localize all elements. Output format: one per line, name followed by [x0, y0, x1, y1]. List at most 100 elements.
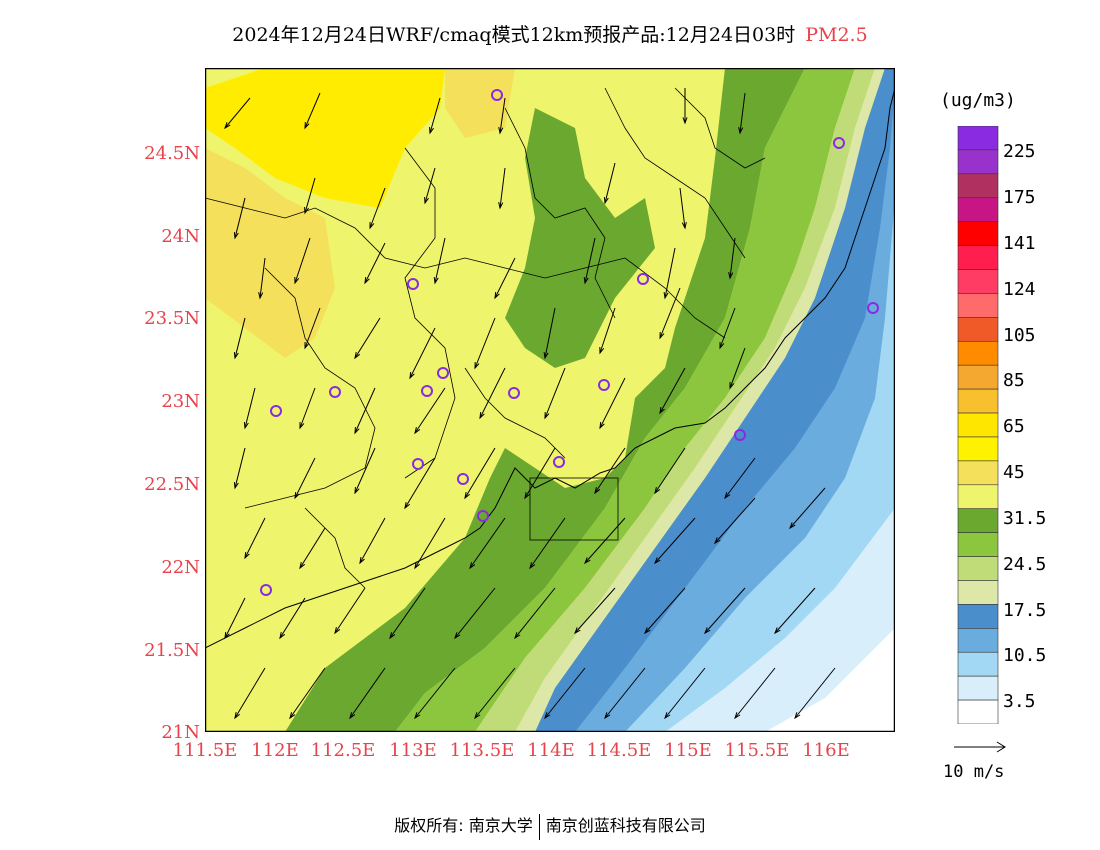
wind-arrow-head	[299, 562, 306, 570]
pollutant-label: PM2.5	[805, 24, 868, 46]
legend-swatch	[957, 675, 999, 701]
wind-arrow-head	[644, 627, 651, 635]
legend-label-124: 124	[1003, 279, 1036, 300]
title-main: 2024年12月24日WRF/cmaq模式12km预报产品:12月24日03时	[232, 24, 796, 46]
wind-arrow-head	[529, 562, 536, 570]
wind-arrow	[789, 487, 826, 529]
wind-arrow	[224, 97, 251, 129]
station-marker	[833, 137, 845, 149]
wind-arrow	[304, 92, 321, 129]
station-marker	[437, 367, 449, 379]
wind-arrow-head	[244, 551, 250, 560]
wind-arrow	[664, 667, 706, 719]
wind-arrow-head	[479, 411, 485, 420]
wind-arrow-head	[279, 632, 286, 640]
wind-arrow-head	[704, 627, 711, 635]
wind-arrow	[599, 377, 626, 429]
legend-swatch	[957, 556, 999, 581]
wind-arrow	[499, 167, 506, 209]
admin-boundaries	[205, 87, 766, 589]
wind-arrow	[644, 587, 686, 634]
lat-label-24n: 24N	[161, 226, 200, 247]
legend-swatch	[957, 699, 999, 724]
wind-arrow	[389, 587, 426, 639]
legend-label-10-5: 10.5	[1003, 645, 1047, 666]
lat-label-21n: 21N	[161, 722, 200, 743]
legend-swatch	[957, 508, 999, 533]
legend-label-45: 45	[1003, 462, 1025, 483]
wind-arrow-head	[543, 351, 549, 360]
wind-arrow	[414, 667, 456, 719]
legend-label-24-5: 24.5	[1003, 554, 1047, 575]
wind-arrow	[349, 667, 386, 719]
station-marker	[329, 386, 341, 398]
footer-copyright: 版权所有: 南京大学 南京创蓝科技有限公司	[0, 812, 1100, 840]
wind-arrow-head	[714, 537, 721, 545]
legend-swatch	[957, 388, 999, 414]
wind-arrow-head	[599, 421, 605, 430]
wind-arrow-head	[294, 276, 300, 285]
legend-swatch	[957, 412, 999, 438]
wind-arrow	[469, 517, 506, 569]
lon-label-112-5e: 112.5E	[310, 740, 376, 761]
concentration-band-65-85	[205, 68, 445, 208]
wind-arrow	[774, 587, 816, 634]
wind-arrow	[584, 517, 626, 564]
wind-arrow	[259, 257, 266, 299]
concentration-band-31-45-inland	[505, 108, 655, 368]
wind-arrow-head	[659, 331, 665, 340]
wind-arrow-head	[224, 122, 231, 130]
chart-title: 2024年12月24日WRF/cmaq模式12km预报产品:12月24日03时 P…	[0, 20, 1100, 47]
legend-swatch	[957, 197, 999, 222]
station-marker	[457, 473, 469, 485]
wind-arrow-head	[359, 556, 365, 565]
wind-arrow	[659, 287, 681, 339]
wind-arrow	[664, 247, 676, 299]
wind-arrow	[604, 667, 646, 719]
wind-arrow-head	[724, 492, 731, 500]
station-marker	[421, 385, 433, 397]
wind-arrow-head	[414, 712, 421, 720]
wind-arrow-head	[514, 632, 521, 640]
wind-arrow	[414, 387, 446, 434]
wind-arrow-head	[584, 557, 591, 565]
wind-arrow-head	[494, 291, 500, 300]
lon-label-112e: 112E	[251, 740, 299, 761]
wind-arrow-head	[469, 562, 476, 570]
wind-arrow-head	[354, 352, 361, 360]
legend-swatch	[957, 269, 999, 294]
wind-arrow	[474, 667, 516, 719]
legend-label-17-5: 17.5	[1003, 600, 1047, 621]
wind-arrow-head	[424, 196, 429, 205]
lon-label-113-5e: 113.5E	[449, 740, 515, 761]
wind-arrow	[594, 447, 626, 494]
wind-arrow	[524, 447, 556, 499]
lon-label-113e: 113E	[389, 740, 437, 761]
wind-arrow	[299, 387, 316, 429]
wind-arrow-head	[464, 492, 470, 500]
station-marker	[598, 379, 610, 391]
wind-vectors	[224, 88, 836, 720]
wind-arrow	[529, 517, 566, 569]
legend-label-65: 65	[1003, 416, 1025, 437]
wind-arrow	[654, 447, 686, 494]
wind-arrow-head	[664, 712, 671, 720]
wind-arrow-head	[233, 231, 239, 240]
wind-arrow-head	[364, 276, 370, 285]
wind-arrow-head	[734, 712, 741, 720]
wind-arrow-head	[728, 272, 734, 280]
legend-swatch	[957, 436, 999, 462]
station-marker	[553, 456, 565, 468]
legend-swatch	[957, 245, 999, 270]
wind-arrow	[244, 517, 266, 559]
wind-arrow-head	[524, 492, 530, 500]
wind-arrow	[354, 387, 376, 434]
station-marker	[407, 278, 419, 290]
wind-arrow-head	[304, 341, 310, 350]
station-marker	[260, 584, 272, 596]
wind-arrow-head	[454, 632, 461, 640]
wind-arrow-head	[738, 127, 744, 135]
wind-arrow-head	[574, 627, 581, 635]
concentration-band-50-65-top	[445, 68, 515, 138]
legend-swatch	[957, 340, 999, 366]
